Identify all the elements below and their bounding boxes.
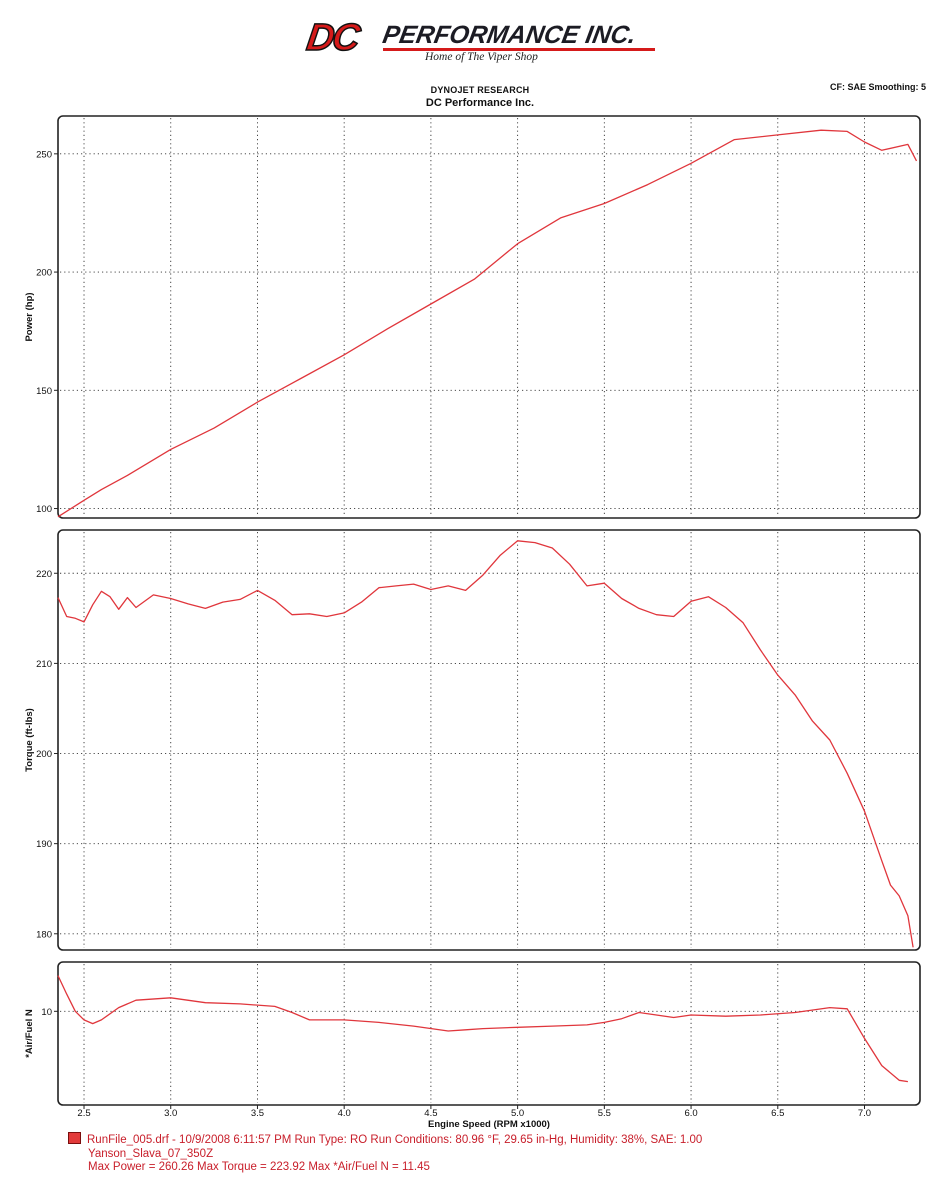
power-series-line	[57, 129, 918, 518]
torque-y-tick-label: 200	[36, 749, 52, 760]
torque-y-axis-label: Torque (ft-lbs)	[24, 708, 35, 772]
airfuel-x-tick-label: 7.0	[858, 1108, 871, 1119]
airfuel-x-tick-label: 3.5	[251, 1108, 264, 1119]
airfuel-plot-frame	[57, 961, 921, 1106]
run-file-details: RunFile_005.drf - 10/9/2008 6:11:57 PM R…	[87, 1134, 703, 1146]
torque-y-tick-label: 210	[36, 659, 52, 670]
torque-y-tick-label: 220	[36, 569, 52, 580]
airfuel-series-line	[57, 975, 908, 1083]
torque-y-tick-label: 190	[36, 839, 52, 850]
dc-performance-logo: DC PERFORMANCE INC. Home of The Viper Sh…	[303, 16, 660, 68]
airfuel-x-tick-label: 6.0	[684, 1108, 697, 1119]
run-info-line-1: RunFile_005.drf - 10/9/2008 6:11:57 PM R…	[68, 1132, 928, 1148]
power-y-tick-label: 150	[36, 386, 52, 397]
correction-smoothing-info: CF: SAE Smoothing: 5	[830, 82, 926, 92]
airfuel-x-tick-label: 6.5	[771, 1108, 784, 1119]
report-header-vendor: DYNOJET RESEARCH	[430, 85, 530, 95]
airfuel-x-tick-label: 3.0	[164, 1108, 177, 1119]
torque-y-tick-label: 180	[36, 929, 52, 940]
run-legend-swatch	[68, 1132, 81, 1144]
report-header-shop: DC Performance Inc.	[425, 97, 535, 109]
airfuel-x-tick-label: 5.0	[511, 1108, 524, 1119]
power-y-tick-label: 250	[36, 149, 52, 160]
power-y-tick-label: 100	[36, 504, 52, 515]
logo-tagline: Home of The Viper Shop	[425, 51, 538, 63]
run-info-max-values: Max Power = 260.26 Max Torque = 223.92 M…	[88, 1161, 430, 1173]
airfuel-x-tick-label: 2.5	[77, 1108, 90, 1119]
power-plot-frame	[57, 115, 921, 519]
power-y-axis-label: Power (hp)	[24, 292, 35, 341]
airfuel-x-tick-label: 4.5	[424, 1108, 437, 1119]
run-info-footer: RunFile_005.drf - 10/9/2008 6:11:57 PM R…	[68, 1132, 928, 1175]
run-info-vehicle: Yanson_Slava_07_350Z	[88, 1147, 214, 1160]
airfuel-x-axis-label: Engine Speed (RPM x1000)	[428, 1119, 550, 1130]
logo-underline	[383, 48, 655, 51]
airfuel-y-axis-label: *Air/Fuel N	[24, 1009, 35, 1058]
airfuel-y-tick-label: 10	[41, 1007, 52, 1018]
power-y-tick-label: 200	[36, 268, 52, 279]
torque-series-line	[57, 540, 914, 948]
torque-plot-frame	[57, 529, 921, 951]
airfuel-x-tick-label: 5.5	[598, 1108, 611, 1119]
airfuel-x-tick-label: 4.0	[338, 1108, 351, 1119]
